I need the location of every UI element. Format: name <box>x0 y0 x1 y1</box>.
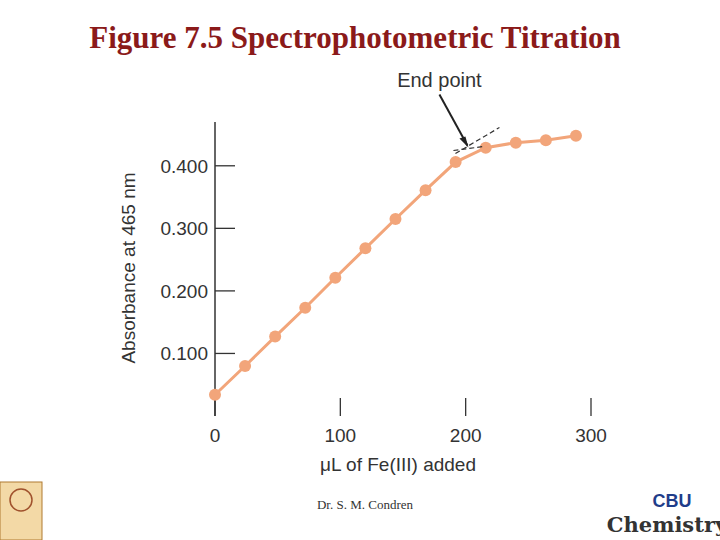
y-axis-label: Absorbance at 465 nm <box>118 172 139 363</box>
x-tick <box>465 398 466 416</box>
data-point <box>269 331 281 343</box>
y-tick <box>215 165 235 166</box>
data-point <box>570 130 582 142</box>
y-tick-label: 0.100 <box>160 343 208 364</box>
data-point <box>480 142 492 154</box>
x-axis-label: μL of Fe(III) added <box>320 454 476 475</box>
background <box>0 0 720 540</box>
annotation: End point <box>397 69 482 91</box>
y-tick <box>215 290 235 291</box>
logo-bottom: Chemistry <box>607 512 720 537</box>
data-point <box>540 134 552 146</box>
arrow-head <box>459 137 468 148</box>
data-point <box>450 156 462 168</box>
y-tick <box>215 353 235 354</box>
x-tick-label: 100 <box>324 425 356 446</box>
y-tick <box>215 228 235 229</box>
logo-top: CBU <box>653 491 692 511</box>
emblem <box>0 482 42 540</box>
data-point <box>359 242 371 254</box>
y-tick-label: 0.200 <box>160 281 208 302</box>
source: Dr. S. M. Condren <box>317 497 414 512</box>
data-point <box>389 213 401 225</box>
x-tick-label: 300 <box>575 425 607 446</box>
data-point <box>510 137 522 149</box>
y-tick-label: 0.300 <box>160 218 208 239</box>
x-tick <box>590 398 591 416</box>
emblem-seal <box>10 489 32 511</box>
x-tick-label: 200 <box>450 425 482 446</box>
extrapolation <box>453 147 483 151</box>
title: Figure 7.5 Spectrophotometric Titration <box>89 20 621 55</box>
data-point <box>239 360 251 372</box>
chart: Figure 7.5 Spectrophotometric Titration 0… <box>0 0 720 540</box>
data-point <box>299 302 311 314</box>
x-tick-label: 0 <box>210 425 221 446</box>
plot-area <box>209 130 582 401</box>
y-tick-label: 0.400 <box>160 156 208 177</box>
data-point <box>420 184 432 196</box>
data-point <box>329 272 341 284</box>
x-tick <box>340 398 341 416</box>
data-point <box>209 389 221 401</box>
data-line <box>215 136 576 395</box>
